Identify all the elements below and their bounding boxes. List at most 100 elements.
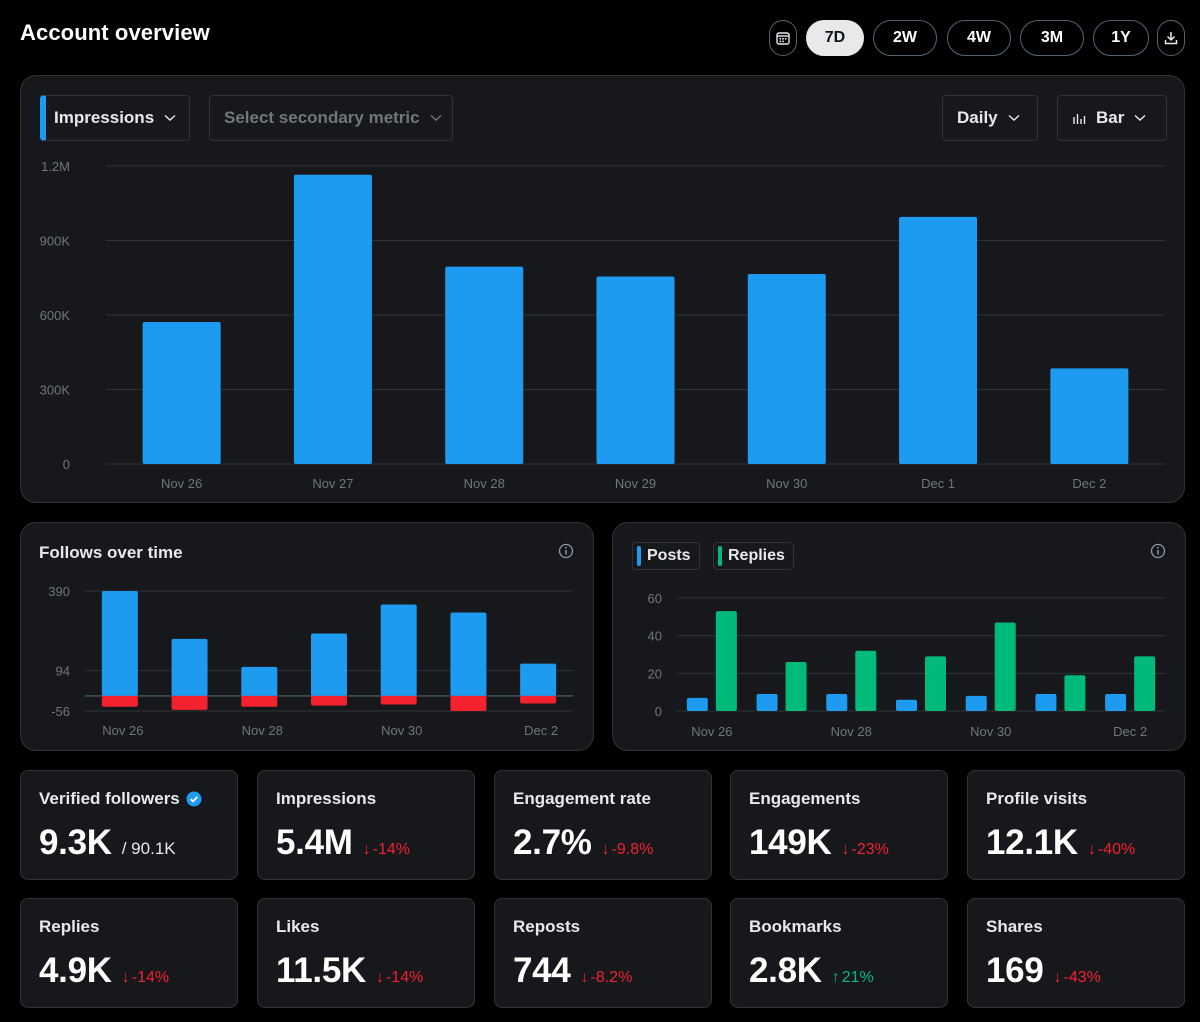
stat-card-engagement-rate[interactable]: Engagement rate 2.7% ↓ -9.8% [494,770,712,880]
stat-value: 5.4M [276,823,353,862]
posts-bar [686,697,708,711]
stat-value: 2.7% [513,823,592,862]
stat-card-engagements[interactable]: Engagements 149K ↓ -23% [730,770,948,880]
chart-type-dropdown[interactable]: Bar [1057,95,1167,141]
posts-bar [826,694,848,711]
unfollows-bar [520,695,557,704]
stat-label-text: Engagement rate [513,789,651,808]
stat-card-reposts[interactable]: Reposts 744 ↓ -8.2% [494,898,712,1008]
range-1y-button[interactable]: 1Y [1093,20,1149,56]
info-icon[interactable] [1150,543,1166,559]
stat-delta-value: -43% [1063,969,1101,986]
y-tick-label: 600K [40,308,71,323]
stat-delta-value: -14% [372,841,410,858]
stat-delta-value: -40% [1097,841,1136,858]
x-tick-label: Nov 28 [831,724,872,739]
x-tick-label: Dec 2 [1072,476,1106,491]
stat-delta-value: -23% [851,841,889,858]
stat-value: 744 [513,951,571,990]
stat-delta-value: -9.8% [611,841,654,858]
stat-label-text: Engagements [749,789,861,808]
stat-label-text: Verified followers [39,789,180,808]
replies-bar [994,622,1016,711]
stat-card-profile-visits[interactable]: Profile visits 12.1K ↓ -40% [967,770,1185,880]
arrow-down-icon: ↓ [362,841,371,858]
stat-value: 12.1K [986,823,1078,862]
stat-card-shares[interactable]: Shares 169 ↓ -43% [967,898,1185,1008]
arrow-down-icon: ↓ [375,969,384,986]
calendar-icon [776,32,790,45]
stat-card-impressions[interactable]: Impressions 5.4M ↓ -14% [257,770,475,880]
arrow-down-icon: ↓ [601,841,610,858]
x-tick-label: Dec 2 [1113,724,1147,739]
y-tick-label: 0 [655,704,662,719]
granularity-dropdown[interactable]: Daily [942,95,1038,141]
stat-value-row: 2.8K ↑ 21% [749,951,874,991]
follows-card: Follows over time -56 94 390 Nov 26 Nov 28 No… [20,522,594,751]
calendar-button[interactable] [769,20,797,56]
stat-delta: ↑ 21% [832,969,874,987]
posts-replies-card: Posts Replies 0 20 40 60 Nov 26 Nov 28 Nov 30 D… [612,522,1186,751]
replies-swatch [718,546,722,566]
chevron-down-icon [164,114,176,122]
stat-delta-value: -14% [131,969,170,986]
stat-delta: ↓ -23% [841,841,888,859]
stat-value: 9.3K [39,823,112,862]
x-tick-label: Dec 1 [921,476,955,491]
y-tick-label: 900K [40,234,71,249]
range-7d-button[interactable]: 7D [806,20,864,56]
range-2w-button[interactable]: 2W [873,20,937,56]
stat-delta: ↓ -14% [376,969,423,987]
posts-bar [1035,694,1057,711]
x-tick-label: Nov 30 [381,723,422,738]
download-icon [1164,32,1178,45]
stat-value-row: 149K ↓ -23% [749,823,889,863]
stat-label: Engagement rate [513,789,651,809]
stat-card-verified-followers[interactable]: Verified followers 9.3K / 90.1K [20,770,238,880]
replies-bar [855,650,877,711]
stat-label-text: Likes [276,917,320,936]
range-3m-button[interactable]: 3M [1020,20,1084,56]
impressions-bar [899,216,978,464]
stat-card-bookmarks[interactable]: Bookmarks 2.8K ↑ 21% [730,898,948,1008]
stat-label-text: Replies [39,917,100,936]
chevron-down-icon [1134,114,1146,122]
unfollows-bar [450,695,487,711]
follows-bar [450,612,487,696]
stat-delta: ↓ -8.2% [581,969,633,987]
x-tick-label: Nov 29 [615,476,656,491]
stat-label-text: Shares [986,917,1043,936]
stat-delta-value: 21% [841,969,874,986]
secondary-metric-placeholder: Select secondary metric [224,108,420,127]
stat-delta-value: -8.2% [590,969,633,986]
stat-delta: ↓ -9.8% [602,841,654,859]
stat-card-replies[interactable]: Replies 4.9K ↓ -14% [20,898,238,1008]
secondary-metric-dropdown[interactable]: Select secondary metric [209,95,453,141]
stat-card-likes[interactable]: Likes 11.5K ↓ -14% [257,898,475,1008]
unfollows-bar [241,695,278,707]
impressions-bar-chart: 0 300K 600K 900K 1.2M Nov 26 Nov 27 Nov 28 Nov 2… [40,159,1165,491]
legend-replies[interactable]: Replies [713,542,794,570]
primary-metric-dropdown[interactable]: Impressions [40,95,190,141]
impressions-bar [1050,368,1129,464]
download-button[interactable] [1157,20,1185,56]
impressions-bar [293,174,372,465]
stat-label: Likes [276,917,319,937]
replies-bar [1134,656,1156,711]
impressions-bar [142,321,221,464]
stat-label-text: Reposts [513,917,581,936]
info-icon[interactable] [558,543,574,559]
range-4w-button[interactable]: 4W [947,20,1011,56]
legend-posts[interactable]: Posts [632,542,700,570]
stat-delta: ↓ -40% [1088,841,1135,859]
stat-value-row: 169 ↓ -43% [986,951,1101,991]
stat-label: Bookmarks [749,917,842,937]
follows-bar [101,591,138,696]
stat-value: 4.9K [39,951,112,990]
stat-value: 2.8K [749,951,822,990]
replies-bar [925,656,946,711]
stat-value-row: 2.7% ↓ -9.8% [513,823,653,863]
follows-title: Follows over time [39,543,183,562]
stat-label: Replies [39,917,99,937]
y-tick-label: -56 [51,704,70,719]
